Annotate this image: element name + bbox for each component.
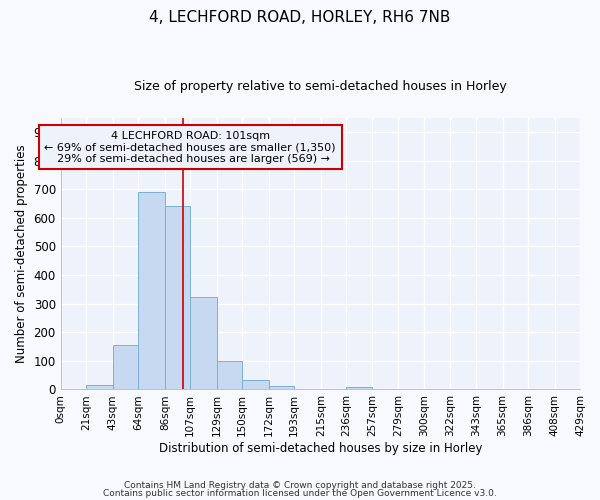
Bar: [138, 192, 165, 390]
Bar: [113, 345, 138, 390]
Text: 4 LECHFORD ROAD: 101sqm
← 69% of semi-detached houses are smaller (1,350)
  29% : 4 LECHFORD ROAD: 101sqm ← 69% of semi-de…: [44, 130, 336, 164]
Text: Contains public sector information licensed under the Open Government Licence v3: Contains public sector information licen…: [103, 488, 497, 498]
Bar: [190, 296, 217, 390]
Text: 4, LECHFORD ROAD, HORLEY, RH6 7NB: 4, LECHFORD ROAD, HORLEY, RH6 7NB: [149, 10, 451, 25]
Bar: [269, 386, 295, 390]
Bar: [217, 362, 242, 390]
X-axis label: Distribution of semi-detached houses by size in Horley: Distribution of semi-detached houses by …: [158, 442, 482, 455]
Bar: [86, 385, 113, 390]
Y-axis label: Number of semi-detached properties: Number of semi-detached properties: [15, 144, 28, 363]
Text: Contains HM Land Registry data © Crown copyright and database right 2025.: Contains HM Land Registry data © Crown c…: [124, 481, 476, 490]
Bar: [242, 380, 269, 390]
Bar: [165, 206, 190, 390]
Title: Size of property relative to semi-detached houses in Horley: Size of property relative to semi-detach…: [134, 80, 507, 93]
Bar: [346, 386, 372, 390]
